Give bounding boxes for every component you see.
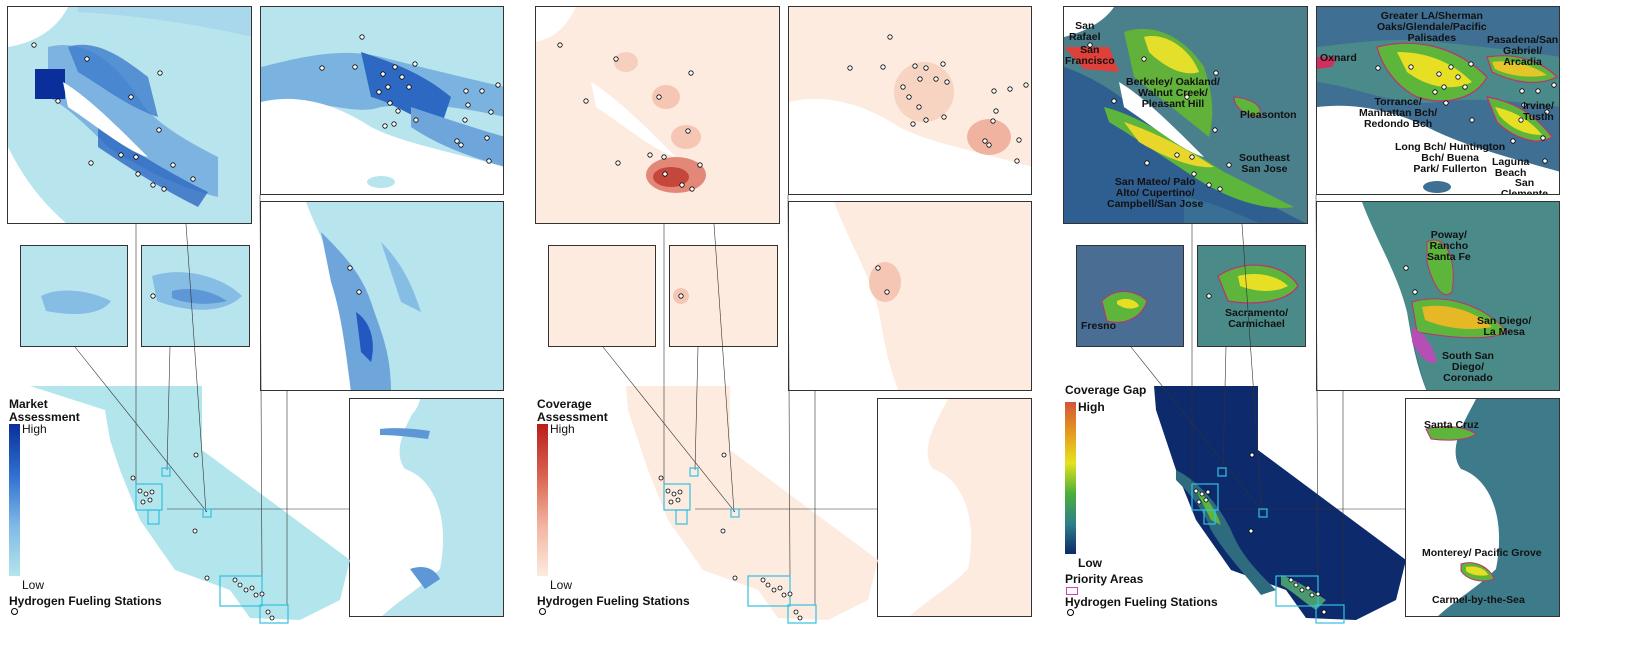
label-fresno: Fresno bbox=[1081, 320, 1117, 332]
sacramento-map bbox=[670, 246, 777, 346]
label-laguna-beach: Laguna Beach bbox=[1492, 156, 1530, 179]
label-san-diego-la-mesa: San Diego/ La Mesa bbox=[1477, 315, 1532, 338]
station-symbol bbox=[11, 608, 18, 615]
sf-bay-inset bbox=[535, 6, 780, 224]
monterey-map bbox=[1406, 399, 1559, 616]
monterey-inset bbox=[349, 398, 504, 617]
sf-bay-map bbox=[1064, 7, 1307, 223]
fresno-inset: Fresno bbox=[1076, 245, 1184, 347]
san-diego-map bbox=[1317, 202, 1559, 390]
san-diego-map bbox=[789, 202, 1031, 390]
legend-stations: Hydrogen Fueling Stations bbox=[1065, 595, 1218, 609]
color-ramp bbox=[1065, 402, 1076, 554]
market-legend: Market Assessment High Low Hydrogen Fuel… bbox=[9, 397, 162, 628]
legend-high: High bbox=[22, 422, 47, 436]
san-diego-inset bbox=[260, 201, 504, 391]
label-long-beach: Long Bch/ Huntington Bch/ Buena Park/ Fu… bbox=[1395, 141, 1506, 175]
fresno-map bbox=[1077, 246, 1183, 346]
sf-bay-map bbox=[536, 7, 779, 223]
legend-low: Low bbox=[550, 578, 573, 592]
sacramento-map bbox=[1198, 246, 1305, 346]
label-sacramento: Sacramento/ Carmichael bbox=[1225, 307, 1289, 330]
legend-high: High bbox=[1078, 400, 1105, 414]
fresno-inset bbox=[20, 245, 128, 347]
label-south-san-diego: South San Diego/ Coronado bbox=[1442, 350, 1494, 384]
label-irvine: Irvine/ Tustin bbox=[1523, 100, 1554, 123]
legend-low: Low bbox=[1078, 556, 1102, 570]
gap-legend: Coverage Gap High Low Priority Areas Hyd… bbox=[1065, 384, 1225, 634]
sacramento-inset bbox=[141, 245, 250, 347]
label-monterey: Monterey/ Pacific Grove bbox=[1422, 547, 1542, 559]
monterey-map bbox=[878, 399, 1031, 616]
san-diego-map bbox=[261, 202, 503, 390]
coverage-legend: Coverage Assessment High Low Hydrogen Fu… bbox=[537, 397, 690, 628]
legend-stations: Hydrogen Fueling Stations bbox=[9, 594, 162, 608]
monterey-inset: Santa Cruz Monterey/ Pacific Grove Carme… bbox=[1405, 398, 1560, 617]
color-ramp bbox=[537, 424, 548, 576]
label-pleasonton: Pleasonton bbox=[1240, 109, 1297, 121]
label-oxnard: Oxnard bbox=[1320, 52, 1357, 64]
market-panel: Market Assessment High Low Hydrogen Fuel… bbox=[0, 0, 530, 656]
legend-low: Low bbox=[22, 578, 45, 592]
station-symbol bbox=[1067, 609, 1074, 616]
color-ramp bbox=[9, 424, 20, 576]
la-inset: Greater LA/Sherman Oaks/Glendale/Pacific… bbox=[1316, 6, 1560, 195]
label-greater-la: Greater LA/Sherman Oaks/Glendale/Pacific… bbox=[1377, 10, 1487, 44]
coverage-panel: Coverage Assessment High Low Hydrogen Fu… bbox=[528, 0, 1058, 656]
label-san-rafael: San Rafael bbox=[1069, 20, 1101, 43]
fresno-map bbox=[549, 246, 655, 346]
label-torrance: Torrance/ Manhattan Bch/ Redondo Bch bbox=[1359, 96, 1438, 130]
priority-symbol bbox=[1066, 587, 1078, 595]
legend-stations: Hydrogen Fueling Stations bbox=[537, 594, 690, 608]
la-inset bbox=[788, 6, 1032, 195]
san-diego-inset bbox=[788, 201, 1032, 391]
monterey-inset bbox=[877, 398, 1032, 617]
legend-title: Coverage Assessment bbox=[537, 397, 608, 424]
san-diego-inset: Poway/ Rancho Santa Fe San Diego/ La Mes… bbox=[1316, 201, 1560, 391]
label-carmel: Carmel-by-the-Sea bbox=[1432, 594, 1525, 606]
label-poway: Poway/ Rancho Santa Fe bbox=[1427, 229, 1471, 263]
label-santa-cruz: Santa Cruz bbox=[1424, 419, 1479, 431]
gap-panel: San Rafael San Francisco Berkeley/ Oakla… bbox=[1056, 0, 1652, 656]
legend-title: Market Assessment bbox=[9, 397, 80, 424]
sacramento-inset: Sacramento/ Carmichael bbox=[1197, 245, 1306, 347]
label-san-clemente: San Clemente bbox=[1500, 177, 1549, 195]
sf-bay-map bbox=[8, 7, 251, 223]
label-berkeley-oakland: Berkeley/ Oakland/ Walnut Creek/ Pleasan… bbox=[1126, 76, 1220, 110]
sacramento-map bbox=[142, 246, 249, 346]
fresno-map bbox=[21, 246, 127, 346]
label-pasadena: Pasadena/San Gabriel/ Arcadia bbox=[1487, 34, 1559, 68]
station-symbol bbox=[539, 608, 546, 615]
sf-bay-inset bbox=[7, 6, 252, 224]
monterey-map bbox=[350, 399, 503, 616]
la-map bbox=[789, 7, 1031, 194]
la-inset bbox=[260, 6, 504, 195]
legend-high: High bbox=[550, 422, 575, 436]
sacramento-inset bbox=[669, 245, 778, 347]
label-san-francisco: San Francisco bbox=[1065, 44, 1115, 67]
legend-title: Coverage Gap bbox=[1065, 383, 1147, 397]
legend-priority: Priority Areas bbox=[1065, 572, 1144, 586]
la-map bbox=[1317, 7, 1559, 194]
label-san-mateo-palo-alto: San Mateo/ Palo Alto/ Cupertino/ Campbel… bbox=[1107, 176, 1204, 210]
sf-bay-inset: San Rafael San Francisco Berkeley/ Oakla… bbox=[1063, 6, 1308, 224]
fresno-inset bbox=[548, 245, 656, 347]
label-southeast-san-jose: Southeast San Jose bbox=[1239, 152, 1290, 175]
la-map bbox=[261, 7, 503, 194]
